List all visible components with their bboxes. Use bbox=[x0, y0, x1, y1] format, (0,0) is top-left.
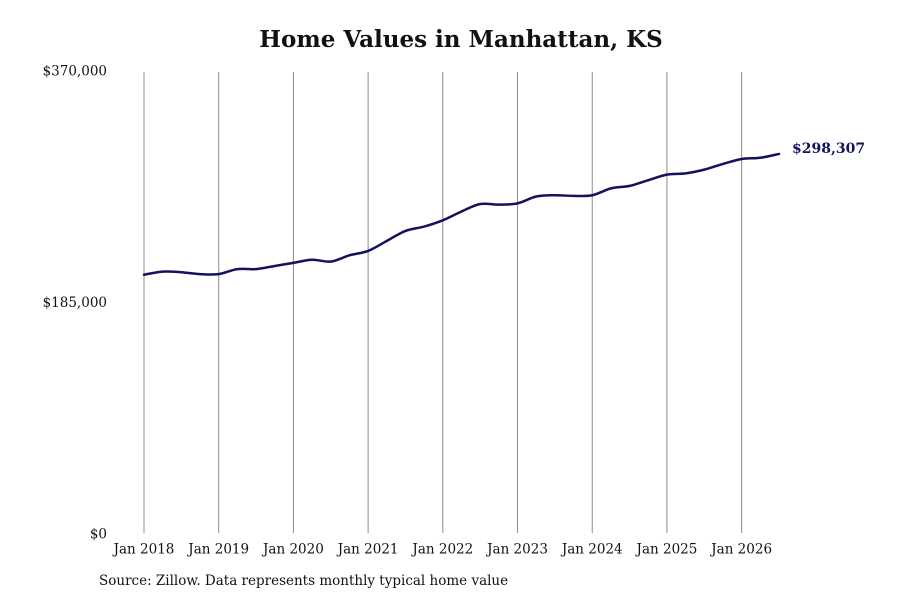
x-tick-label: Jan 2026 bbox=[709, 542, 772, 558]
x-tick-label: Jan 2023 bbox=[485, 542, 548, 558]
y-tick-label: $0 bbox=[90, 527, 107, 543]
x-tick-label: Jan 2025 bbox=[635, 542, 698, 558]
source-note: Source: Zillow. Data represents monthly … bbox=[99, 573, 509, 589]
x-tick-label: Jan 2024 bbox=[560, 542, 623, 558]
y-tick-label: $185,000 bbox=[43, 295, 107, 311]
end-value-label: $298,307 bbox=[792, 141, 865, 157]
series-line bbox=[142, 152, 781, 276]
y-tick-label: $370,000 bbox=[43, 64, 107, 80]
x-tick-label: Jan 2021 bbox=[336, 542, 399, 558]
series-layer bbox=[142, 152, 781, 276]
x-tick-label: Jan 2020 bbox=[261, 542, 324, 558]
x-axis-ticks: Jan 2018 Jan 2019 Jan 2020 Jan 2021 Jan 2022… bbox=[112, 542, 772, 558]
y-axis-ticks: $0 $185,000 $370,000 bbox=[43, 64, 107, 543]
x-tick-label: Jan 2022 bbox=[410, 542, 473, 558]
gridlines bbox=[143, 72, 743, 533]
end-label-layer: $298,307 bbox=[792, 141, 865, 157]
chart-title: Home Values in Manhattan, KS bbox=[259, 26, 663, 53]
x-tick-label: Jan 2018 bbox=[112, 542, 175, 558]
x-tick-label: Jan 2019 bbox=[186, 542, 249, 558]
